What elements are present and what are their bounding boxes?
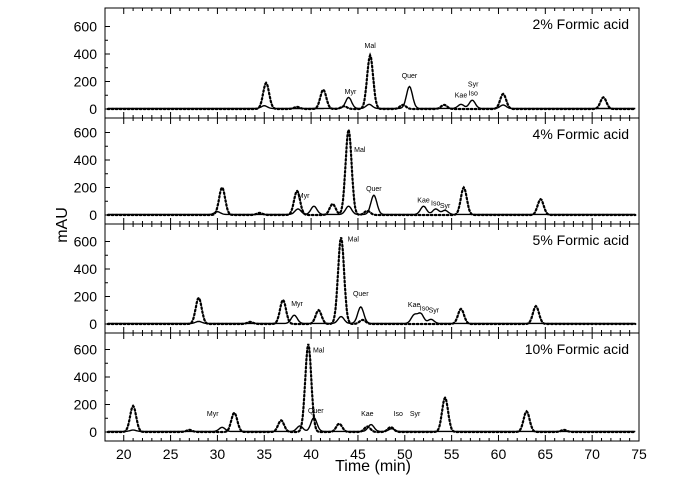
trace-solid — [107, 416, 636, 433]
y-tick-label: 400 — [74, 369, 98, 385]
y-tick-label: 600 — [74, 19, 98, 35]
peak-label: Mal — [354, 147, 366, 154]
trace-dotted — [106, 52, 637, 111]
y-tick-label: 200 — [74, 180, 98, 196]
x-tick-label: 70 — [584, 446, 600, 462]
panel-1: 0 200 400 600 2% Formic acid Mal Myr Quer KaeSyr… — [74, 7, 640, 119]
y-tick-label: 200 — [74, 74, 98, 90]
x-tick-label: 35 — [256, 446, 272, 462]
panel-4: 0 200 400 600 10% Formic acid Mal Myr Quer Kae Is… — [74, 332, 640, 442]
peak-label: Kae — [417, 198, 430, 205]
x-tick-label: 55 — [444, 446, 460, 462]
peak-label: Quer — [402, 73, 418, 80]
y-tick-label: 400 — [74, 261, 98, 277]
panel-frame — [104, 332, 640, 442]
trace-solid — [107, 305, 636, 325]
trace-solid — [107, 194, 636, 216]
peak-label: Kae — [361, 411, 374, 418]
x-tick-label: 30 — [210, 446, 226, 462]
y-tick-label: 0 — [89, 424, 97, 440]
peak-label: Kae — [455, 92, 468, 99]
x-tick-label: 25 — [163, 446, 179, 462]
y-tick-label: 200 — [74, 289, 98, 305]
trace-dotted — [106, 343, 637, 434]
x-tick-label: 75 — [631, 446, 647, 462]
x-tick-label: 65 — [538, 446, 554, 462]
peak-label: Myr — [207, 411, 219, 418]
y-tick-label: 400 — [74, 46, 98, 62]
panel-title: 4% Formic acid — [533, 126, 629, 142]
x-tick-label: 20 — [116, 446, 132, 462]
peak-label: Mal — [364, 43, 376, 50]
y-tick-label: 0 — [89, 316, 97, 332]
y-tick-label: 600 — [74, 234, 98, 250]
peak-label: Iso — [420, 305, 429, 312]
y-tick-label: 0 — [89, 101, 97, 117]
peak-label: Kae — [408, 302, 421, 309]
panel-title: 5% Formic acid — [533, 232, 629, 248]
panel-3: 0 200 400 600 5% Formic acid Mal Myr Quer Kae Iso… — [74, 223, 640, 334]
peak-label: Quer — [366, 186, 382, 193]
peak-label: Mal — [348, 237, 360, 244]
peak-label: Syr — [429, 307, 440, 314]
x-tick-label: 40 — [303, 446, 319, 462]
peak-label: Quer — [308, 408, 324, 415]
peak-label: Myr — [345, 89, 357, 96]
peak-label: Quer — [353, 291, 369, 298]
trace-dotted — [106, 237, 637, 326]
peak-label: Syr — [468, 81, 479, 88]
y-axis-title: mAU — [54, 207, 71, 243]
x-tick-label: 45 — [350, 446, 366, 462]
trace-solid — [107, 85, 636, 110]
x-axis-title: Time (min) — [335, 458, 411, 475]
peak-label: Myr — [298, 193, 310, 200]
peak-label: Myr — [291, 301, 303, 308]
x-tick-label: 60 — [491, 446, 507, 462]
y-tick-label: 400 — [74, 152, 98, 168]
y-tick-label: 200 — [74, 397, 98, 413]
peak-label: Iso — [394, 411, 403, 418]
y-tick-label: 600 — [74, 342, 98, 358]
y-tick-label: 600 — [74, 125, 98, 141]
panel-title: 2% Formic acid — [533, 16, 629, 32]
peak-label: Iso — [469, 90, 478, 97]
y-tick-label: 0 — [89, 207, 97, 223]
peak-label: Mal — [313, 347, 325, 354]
peak-label: Syr — [440, 203, 451, 210]
x-tick-label: 50 — [397, 446, 413, 462]
peak-label: Syr — [410, 411, 421, 418]
panel-2: 0 200 400 600 4% Formic acid Mal Myr Quer Kae Iso… — [74, 117, 640, 225]
panel-title: 10% Formic acid — [525, 341, 629, 357]
peak-label: Iso — [431, 200, 440, 207]
